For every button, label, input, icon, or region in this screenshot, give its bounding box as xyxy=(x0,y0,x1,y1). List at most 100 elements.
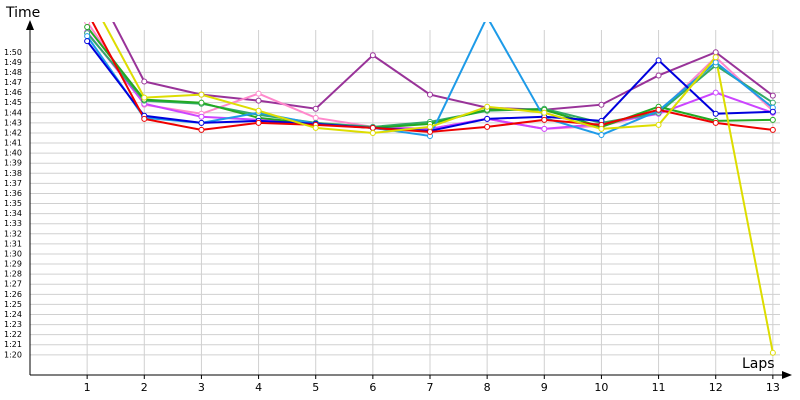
y-tick-label: 1:47 xyxy=(4,78,22,87)
data-point xyxy=(484,123,491,130)
y-tick-label: 1:27 xyxy=(4,280,22,289)
data-point xyxy=(655,72,662,79)
data-point xyxy=(541,116,548,123)
data-point xyxy=(141,115,148,122)
data-point xyxy=(484,115,491,122)
grid xyxy=(30,30,780,375)
y-tick-label: 1:42 xyxy=(4,128,22,137)
y-tick-label: 1:48 xyxy=(4,68,22,77)
x-tick-label: 11 xyxy=(652,381,666,394)
y-tick-label: 1:40 xyxy=(4,149,22,158)
data-point xyxy=(712,49,719,56)
data-point xyxy=(198,99,205,106)
data-point xyxy=(427,123,433,130)
x-tick-label: 2 xyxy=(141,381,148,394)
x-tick-label: 10 xyxy=(594,381,608,394)
y-tick-label: 1:49 xyxy=(4,58,22,67)
y-arrow xyxy=(26,20,34,30)
data-point xyxy=(312,105,319,112)
data-point xyxy=(369,129,376,136)
data-point xyxy=(769,349,776,356)
data-point xyxy=(141,94,148,101)
data-point xyxy=(598,125,605,132)
y-tick-label: 1:32 xyxy=(4,229,22,238)
data-point xyxy=(485,14,490,19)
data-point xyxy=(312,124,319,131)
y-tick-label: 1:37 xyxy=(4,179,22,188)
data-point xyxy=(769,99,776,106)
x-arrow xyxy=(782,371,792,379)
data-point xyxy=(84,38,91,45)
data-point xyxy=(769,126,776,133)
data-point xyxy=(84,24,91,31)
data-point xyxy=(198,91,205,98)
y-tick-label: 1:24 xyxy=(4,310,22,319)
x-tick-label: 7 xyxy=(427,381,434,394)
lines xyxy=(84,9,776,356)
y-axis-label: Time xyxy=(5,5,40,21)
data-point xyxy=(769,92,776,99)
x-tick-label: 8 xyxy=(484,381,491,394)
y-tick-label: 1:25 xyxy=(4,300,22,309)
y-tick-label: 1:21 xyxy=(4,340,22,349)
x-tick-label: 1 xyxy=(84,381,91,394)
data-point xyxy=(427,128,433,135)
data-point xyxy=(84,22,91,25)
x-tick-label: 6 xyxy=(369,381,376,394)
x-tick-label: 12 xyxy=(709,381,723,394)
data-point xyxy=(255,90,262,97)
data-point xyxy=(84,33,91,40)
data-point xyxy=(198,119,205,126)
x-tick-label: 3 xyxy=(198,381,205,394)
y-tick-label: 1:41 xyxy=(4,139,22,148)
data-point xyxy=(255,107,262,114)
y-tick-label: 1:38 xyxy=(4,169,22,178)
x-axis-label: Laps xyxy=(742,356,775,372)
data-point xyxy=(141,78,148,85)
y-tick-label: 1:39 xyxy=(4,159,22,168)
data-point xyxy=(655,121,662,128)
data-point xyxy=(769,116,776,123)
data-point xyxy=(598,101,605,108)
y-tick-label: 1:28 xyxy=(4,270,22,279)
data-point xyxy=(712,119,719,126)
y-tick-label: 1:29 xyxy=(4,260,22,269)
data-point xyxy=(541,109,548,116)
y-tick-label: 1:30 xyxy=(4,249,22,258)
data-point xyxy=(427,91,433,98)
y-tick-label: 1:33 xyxy=(4,219,22,228)
x-tick-label: 4 xyxy=(255,381,262,394)
x-tick-label: 5 xyxy=(312,381,319,394)
data-point xyxy=(255,97,262,104)
data-point xyxy=(369,52,376,59)
y-tick-label: 1:31 xyxy=(4,239,22,248)
y-tick-label: 1:35 xyxy=(4,199,22,208)
data-point xyxy=(598,131,605,138)
data-point xyxy=(655,57,662,64)
data-point xyxy=(769,108,776,115)
data-point xyxy=(712,54,719,61)
data-point xyxy=(369,124,376,131)
y-tick-label: 1:26 xyxy=(4,290,22,299)
y-tick-label: 1:22 xyxy=(4,330,22,339)
y-tick-label: 1:34 xyxy=(4,209,22,218)
y-tick-label: 1:44 xyxy=(4,108,22,117)
x-tick-label: 13 xyxy=(766,381,780,394)
y-tick-label: 1:36 xyxy=(4,189,22,198)
x-tick-label: 9 xyxy=(541,381,548,394)
y-tick-label: 1:20 xyxy=(4,350,22,359)
y-tick-label: 1:45 xyxy=(4,98,22,107)
data-point xyxy=(712,110,719,117)
y-tick-label: 1:50 xyxy=(4,48,22,57)
data-point xyxy=(541,125,548,132)
data-point xyxy=(255,119,262,126)
data-point xyxy=(85,9,90,14)
data-point xyxy=(198,113,205,120)
data-point xyxy=(312,114,319,121)
y-tick-label: 1:23 xyxy=(4,320,22,329)
y-tick-label: 1:46 xyxy=(4,88,22,97)
data-point xyxy=(712,59,719,66)
data-point xyxy=(198,126,205,133)
y-tick-label: 1:43 xyxy=(4,118,22,127)
